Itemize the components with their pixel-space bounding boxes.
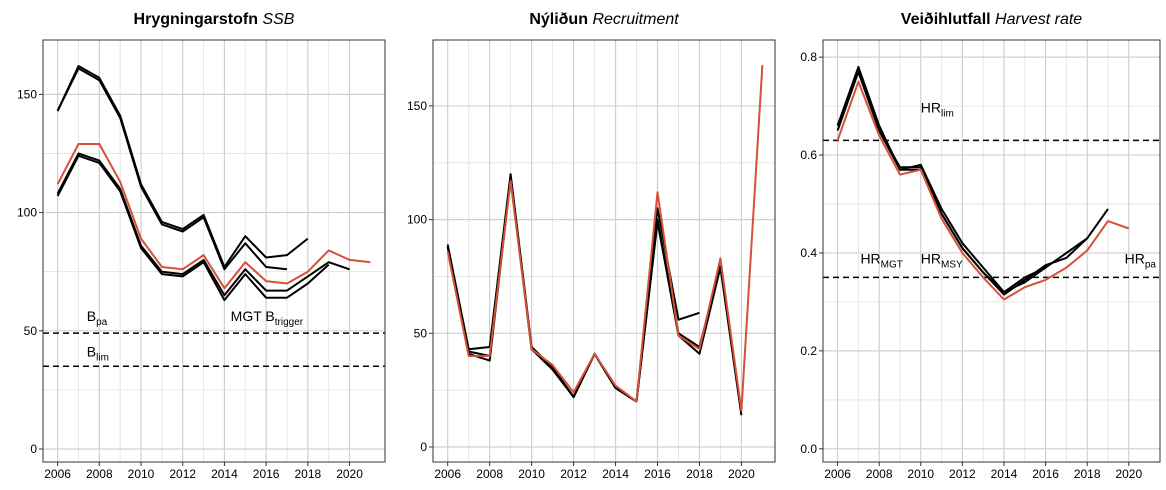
label-sub: MGT — [881, 259, 903, 270]
x-tick-label: 2006 — [44, 467, 71, 481]
label-sub: MSY — [941, 259, 963, 270]
chart-title: Veiðihlutfall Harvest rate — [901, 11, 1082, 28]
label-main: HR — [1125, 250, 1145, 266]
x-tick-label: 2020 — [336, 467, 363, 481]
x-tick-label: 2010 — [518, 467, 545, 481]
label-main: MGT B — [231, 308, 275, 324]
y-tick-label: 150 — [17, 87, 37, 101]
y-tick-label: 0.8 — [800, 50, 817, 64]
label-main: HR — [921, 99, 941, 115]
panel: Hrygningarstofn SSB 2006 2008 2010 2012 2014 2… — [17, 11, 386, 481]
label-sub: lim — [96, 352, 109, 363]
x-tick-label: 2008 — [476, 467, 503, 481]
plot-frame — [822, 39, 1161, 463]
y-tick-label: 50 — [414, 326, 428, 340]
label-main: B — [87, 343, 96, 359]
chart-title: Nýliðun Recruitment — [529, 11, 679, 28]
label-sub: pa — [96, 317, 108, 328]
x-tick-label: 2006 — [824, 467, 851, 481]
series-line — [56, 143, 371, 290]
reference-label: HRlim — [921, 99, 954, 119]
x-tick-label: 2020 — [1115, 467, 1142, 481]
label-main: HR — [921, 250, 941, 266]
title-sub: SSB — [262, 11, 294, 28]
reference-label: HRMGT — [860, 250, 902, 270]
title-main: Hrygningarstofn — [134, 11, 258, 28]
series-line — [56, 154, 330, 302]
x-tick-label: 2006 — [434, 467, 461, 481]
series-line — [836, 65, 1109, 294]
x-tick-label: 2008 — [866, 467, 893, 481]
reference-label: MGT Btrigger — [231, 308, 304, 328]
panel: Nýliðun Recruitment 2006 2008 2010 2012 2014 2… — [407, 11, 776, 481]
x-tick-label: 2016 — [644, 467, 671, 481]
x-tick-label: 2012 — [169, 467, 196, 481]
x-tick-label: 2010 — [907, 467, 934, 481]
reference-label: Blim — [87, 343, 109, 363]
title-main: Veiðihlutfall — [901, 11, 991, 28]
series-line — [836, 70, 1047, 294]
y-tick-label: 50 — [24, 324, 38, 338]
panel: Veiðihlutfall Harvest rate 2006 2008 2010 20… — [800, 11, 1161, 481]
y-tick-label: 0.6 — [800, 148, 817, 162]
series-line — [446, 64, 764, 412]
title-sub: Harvest rate — [995, 11, 1082, 28]
label-main: B — [87, 308, 96, 324]
y-tick-label: 0 — [30, 442, 37, 456]
y-tick-label: 0 — [420, 440, 427, 454]
title-main: Nýliðun — [529, 11, 588, 28]
x-tick-label: 2016 — [1032, 467, 1059, 481]
x-tick-label: 2012 — [949, 467, 976, 481]
plot-frame — [42, 39, 386, 463]
y-tick-label: 100 — [17, 206, 37, 220]
y-tick-label: 100 — [407, 213, 427, 227]
reference-label: HRMSY — [921, 250, 963, 270]
label-sub: lim — [941, 108, 954, 119]
x-tick-label: 2014 — [602, 467, 629, 481]
reference-label: Bpa — [87, 308, 108, 328]
label-sub: trigger — [275, 317, 304, 328]
series-line — [56, 67, 288, 271]
x-tick-label: 2008 — [86, 467, 113, 481]
x-tick-label: 2018 — [1074, 467, 1101, 481]
label-main: HR — [860, 250, 880, 266]
label-sub: pa — [1145, 259, 1157, 270]
x-tick-label: 2016 — [253, 467, 280, 481]
y-tick-label: 0.2 — [800, 344, 817, 358]
series-line — [836, 80, 1130, 301]
x-tick-label: 2014 — [991, 467, 1018, 481]
y-tick-label: 150 — [407, 99, 427, 113]
plot-frame — [432, 39, 776, 463]
x-tick-label: 2014 — [211, 467, 238, 481]
chart-title: Hrygningarstofn SSB — [134, 11, 295, 28]
series-line — [446, 175, 722, 403]
y-tick-label: 0.4 — [800, 246, 817, 260]
x-tick-label: 2018 — [686, 467, 713, 481]
x-tick-label: 2018 — [294, 467, 321, 481]
x-tick-label: 2020 — [728, 467, 755, 481]
reference-label: HRpa — [1125, 250, 1157, 270]
series-line — [56, 152, 350, 297]
series-line — [56, 65, 309, 268]
x-tick-label: 2012 — [560, 467, 587, 481]
x-tick-label: 2010 — [128, 467, 155, 481]
y-tick-label: 0.0 — [800, 442, 817, 456]
title-sub: Recruitment — [592, 11, 679, 28]
